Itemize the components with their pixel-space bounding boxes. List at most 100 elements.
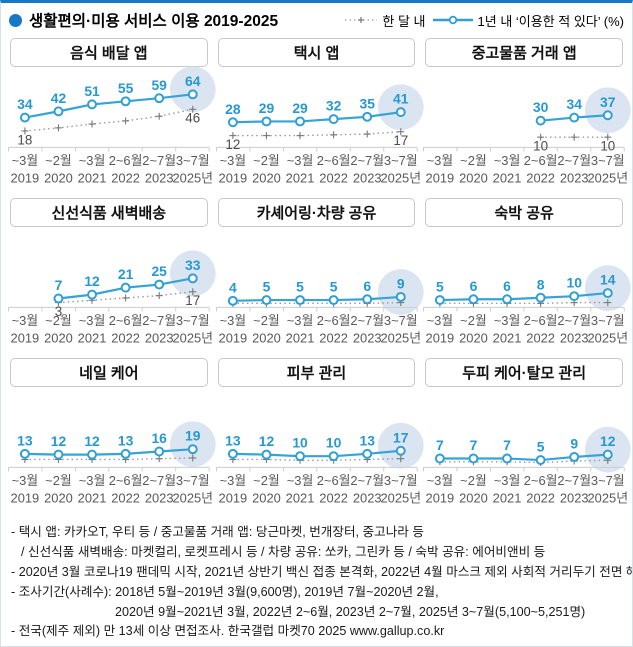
svg-text:33: 33 — [185, 257, 201, 273]
svg-text:2020: 2020 — [459, 171, 488, 186]
svg-text:17: 17 — [185, 293, 200, 308]
svg-text:2~6월: 2~6월 — [316, 153, 350, 168]
svg-text:2023: 2023 — [560, 171, 589, 186]
svg-text:~3월: ~3월 — [427, 473, 454, 488]
legend-label-yearly: 1년 내 ‘이용한 적 있다’ (%) — [477, 13, 624, 29]
svg-text:3~7월: 3~7월 — [176, 153, 210, 168]
panel-title: 택시 앱 — [217, 38, 416, 67]
chart-panel: 두피 케어·탈모 관리 7 7 7 5 9 12 ~3월 2019 ~2월 2020 ~3월 2021 2… — [420, 355, 631, 515]
svg-text:2021: 2021 — [285, 491, 314, 506]
svg-text:5: 5 — [296, 279, 304, 295]
svg-text:2019: 2019 — [11, 171, 40, 186]
svg-text:10: 10 — [326, 435, 342, 451]
svg-text:34: 34 — [17, 96, 33, 112]
svg-text:2021: 2021 — [493, 171, 522, 186]
svg-text:18: 18 — [17, 132, 32, 147]
svg-text:~3월: ~3월 — [79, 313, 106, 328]
svg-text:2023: 2023 — [560, 331, 589, 346]
svg-text:10: 10 — [292, 435, 308, 451]
svg-text:2~6월: 2~6월 — [524, 153, 558, 168]
panel-title: 피부 관리 — [217, 358, 416, 387]
svg-text:6: 6 — [470, 278, 478, 294]
svg-text:13: 13 — [359, 432, 375, 448]
footnote-line: / 신선식품 새벽배송: 마켓컬리, 로켓프레시 등 / 차량 공유: 쏘카, … — [21, 544, 546, 559]
svg-text:2019: 2019 — [426, 171, 455, 186]
svg-text:~2월: ~2월 — [460, 473, 487, 488]
svg-text:10: 10 — [601, 139, 616, 154]
line-chart: 13 12 10 10 13 17~3월2019~2월2020~3월20212~6월202… — [215, 422, 424, 506]
svg-text:7: 7 — [470, 437, 478, 453]
svg-text:~2월: ~2월 — [253, 473, 280, 488]
svg-text:3~7월: 3~7월 — [591, 473, 625, 488]
svg-text:2025년: 2025년 — [380, 331, 421, 346]
page-title: 생활편의·미용 서비스 이용 2019-2025 — [29, 13, 279, 30]
panel-title: 음식 배달 앱 — [10, 38, 208, 67]
panel-title: 숙박 공유 — [425, 198, 623, 227]
svg-text:~3월: ~3월 — [79, 153, 106, 168]
solid-line-icon — [432, 15, 473, 25]
svg-text:2025년: 2025년 — [172, 491, 213, 506]
footnote-line: 2020년 9월~2021년 3월, 2022년 2~6월, 2023년 2~7… — [115, 604, 586, 619]
svg-text:3~7월: 3~7월 — [591, 153, 625, 168]
footnotes: - 택시 앱: 카카오T, 우티 등 / 중고물품 거래 앱: 당근마켓, 번개… — [1, 515, 632, 642]
svg-text:10: 10 — [567, 275, 583, 291]
svg-text:2022: 2022 — [527, 171, 556, 186]
svg-text:51: 51 — [84, 83, 100, 99]
chart-panel: 피부 관리 13 12 10 10 13 17 ~3월 2019 ~2월 2020 ~3월 2021 2~… — [213, 355, 424, 515]
svg-text:2~6월: 2~6월 — [109, 153, 143, 168]
svg-text:2023: 2023 — [353, 171, 382, 186]
svg-text:12: 12 — [84, 273, 100, 289]
svg-text:2023: 2023 — [145, 331, 174, 346]
svg-text:41: 41 — [393, 91, 409, 107]
svg-text:19: 19 — [185, 428, 201, 444]
svg-text:2019: 2019 — [426, 331, 455, 346]
svg-text:2025년: 2025년 — [588, 171, 629, 186]
svg-text:2023: 2023 — [145, 491, 174, 506]
svg-text:2022: 2022 — [111, 491, 140, 506]
svg-text:2023: 2023 — [353, 331, 382, 346]
svg-text:30: 30 — [533, 99, 549, 115]
charts-grid: 음식 배달 앱 18 46 34 42 51 55 59 64 ~3월 2019 ~2월 2020 ~3월… — [1, 33, 632, 515]
svg-text:3~7월: 3~7월 — [384, 313, 418, 328]
svg-text:9: 9 — [397, 276, 405, 292]
svg-text:2~7월: 2~7월 — [558, 153, 592, 168]
svg-text:~3월: ~3월 — [494, 313, 521, 328]
svg-text:59: 59 — [151, 77, 167, 93]
svg-text:~3월: ~3월 — [219, 473, 246, 488]
svg-text:2019: 2019 — [218, 171, 247, 186]
svg-text:14: 14 — [600, 272, 616, 288]
svg-text:3: 3 — [55, 304, 62, 319]
svg-text:5: 5 — [537, 439, 545, 455]
svg-text:2022: 2022 — [319, 491, 348, 506]
svg-text:2025년: 2025년 — [588, 491, 629, 506]
svg-text:~2월: ~2월 — [45, 153, 72, 168]
legend: 한 달 내 1년 내 ‘이용한 적 있다’ (%) — [344, 11, 624, 30]
svg-text:2020: 2020 — [44, 171, 73, 186]
svg-text:2019: 2019 — [218, 331, 247, 346]
svg-text:7: 7 — [55, 277, 63, 293]
svg-text:34: 34 — [567, 96, 583, 112]
svg-text:~3월: ~3월 — [494, 473, 521, 488]
svg-text:~3월: ~3월 — [286, 153, 313, 168]
chart-panel: 네일 케어 13 12 12 13 16 19 ~3월 2019 ~2월 2020 ~3월 2021 2~… — [5, 355, 216, 515]
svg-text:25: 25 — [151, 263, 167, 279]
panel-title: 네일 케어 — [10, 358, 208, 387]
svg-text:2019: 2019 — [11, 331, 40, 346]
chart-panel: 음식 배달 앱 18 46 34 42 51 55 59 64 ~3월 2019 ~2월 2020 ~3월… — [5, 35, 216, 195]
svg-text:2021: 2021 — [493, 331, 522, 346]
svg-text:2~6월: 2~6월 — [109, 473, 143, 488]
svg-text:~3월: ~3월 — [219, 153, 246, 168]
svg-text:~2월: ~2월 — [253, 153, 280, 168]
svg-text:2019: 2019 — [218, 491, 247, 506]
svg-text:10: 10 — [533, 139, 548, 154]
svg-text:~3월: ~3월 — [494, 153, 521, 168]
svg-text:2025년: 2025년 — [172, 171, 213, 186]
legend-item-monthly: 한 달 내 — [344, 11, 426, 30]
svg-text:2~7월: 2~7월 — [350, 313, 384, 328]
svg-text:~3월: ~3월 — [79, 473, 106, 488]
svg-text:2025년: 2025년 — [588, 331, 629, 346]
line-chart: 12 17 28 29 29 32 35 41 ~3월 2019 ~2월 2020 ~3월 20212~6… — [215, 84, 424, 186]
svg-text:12: 12 — [51, 433, 67, 449]
